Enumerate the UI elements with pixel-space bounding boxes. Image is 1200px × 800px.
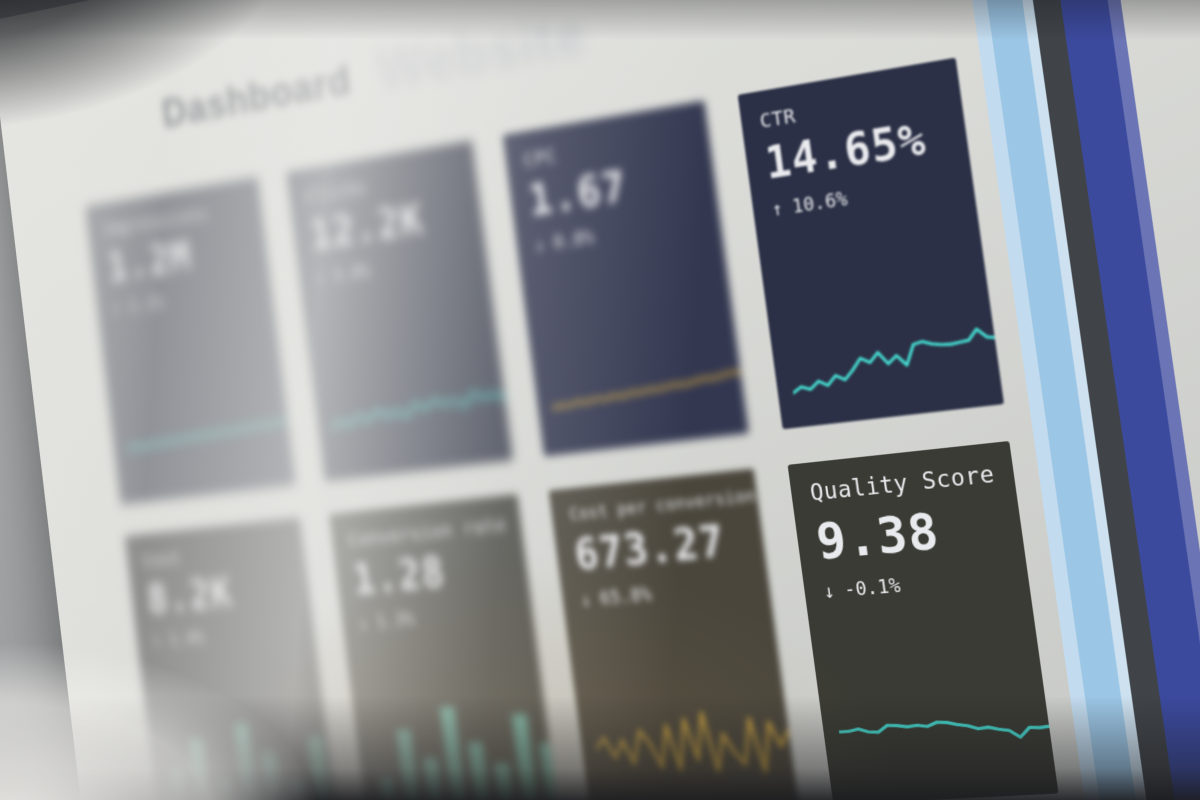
bar-chart — [169, 723, 339, 800]
kpi-delta-value: 0.8% — [552, 226, 596, 254]
kpi-tile-clicks: Clicks 12.2K ↑ 3.8% — [285, 140, 513, 482]
kpi-tile-ctr: CTR 14.65% ↑ 10.6% — [737, 57, 1005, 430]
kpi-label: Quality Score — [808, 461, 997, 507]
kpi-delta-value: -0.1% — [842, 574, 902, 602]
trend-arrow-icon: ↓ — [357, 613, 370, 635]
kpi-value: 1.28 — [350, 548, 448, 605]
sparkline-chart — [591, 692, 799, 791]
kpi-delta: ↓ -0.1% — [822, 565, 1009, 603]
kpi-delta: ↓ 65.8% — [579, 575, 751, 611]
dashboard-subtitle-ghost: Website — [373, 0, 590, 102]
trend-arrow-icon: ↓ — [822, 579, 837, 603]
dashboard-title: Dashboard — [159, 57, 354, 137]
kpi-tile-conversion-rate: Conversion rate 1.28 ↓ 1.3% — [328, 494, 560, 800]
kpi-label: Conversion rate — [346, 512, 508, 552]
trend-arrow-icon: ↑ — [770, 197, 785, 222]
kpi-value: 8.2K — [144, 569, 235, 624]
kpi-value: 673.27 — [571, 516, 728, 581]
kpi-delta-value: 3.8% — [331, 260, 372, 287]
bar-chart — [378, 706, 560, 800]
kpi-delta-value: 2.1% — [127, 292, 165, 318]
kpi-delta-value: 1.3% — [374, 609, 416, 633]
kpi-label: Cost — [141, 546, 183, 572]
kpi-tile-cost-per-conversion: Cost per conversion 673.27 ↓ 65.8% — [548, 468, 799, 800]
kpi-delta: ↑ 1.4% — [151, 619, 298, 652]
sparkline-chart — [121, 380, 296, 480]
kpi-delta: ↓ 1.3% — [357, 600, 516, 634]
trend-arrow-icon: ↑ — [151, 631, 163, 652]
dashboard-content: Dashboard Website Impressions 1.2M ↑ 2.1… — [73, 0, 1059, 800]
kpi-tile-quality-score: Quality Score 9.38 ↓ -0.1% — [787, 440, 1059, 800]
sparkline-chart — [544, 320, 748, 430]
kpi-delta-value: 10.6% — [790, 188, 849, 219]
kpi-tile-cpc: CPC 1.67 ↓ 0.8% — [502, 100, 749, 457]
sparkline-chart — [833, 674, 1059, 778]
trend-arrow-icon: ↓ — [579, 589, 593, 612]
kpi-delta-value: 65.8% — [598, 583, 653, 610]
kpi-tile-impressions: Impressions 1.2M ↑ 2.1% — [85, 177, 296, 505]
kpi-value: 9.38 — [812, 501, 943, 572]
sparkline-chart — [324, 351, 513, 456]
trend-arrow-icon: ↓ — [533, 234, 547, 257]
trend-arrow-icon: ↑ — [111, 298, 123, 320]
sparkline-chart — [782, 286, 1004, 402]
kpi-tile-cost: Cost 8.2K ↑ 1.4% — [124, 517, 339, 800]
trend-arrow-icon: ↑ — [314, 267, 327, 290]
kpi-delta-value: 1.4% — [167, 627, 206, 651]
